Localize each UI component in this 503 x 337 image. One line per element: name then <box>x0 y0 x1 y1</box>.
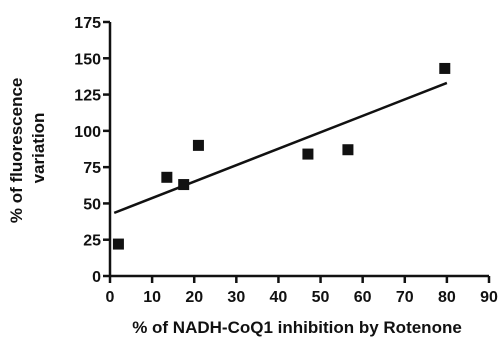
x-tick-label: 40 <box>270 289 288 306</box>
data-points <box>112 62 451 250</box>
y-tick-label: 25 <box>83 233 101 250</box>
data-point <box>161 171 173 183</box>
y-tick-label: 50 <box>83 196 101 213</box>
y-tick-label: 125 <box>74 88 101 105</box>
x-tick-label: 10 <box>143 289 161 306</box>
y-axis-title: % of fluorescence variation <box>7 73 48 223</box>
y-tick-label: 150 <box>74 51 101 68</box>
y-tick-label: 175 <box>74 15 101 32</box>
x-tick-label: 70 <box>396 289 414 306</box>
y-tick-label: 75 <box>83 160 101 177</box>
data-point <box>178 179 190 191</box>
y-tick-label: 100 <box>74 124 101 141</box>
x-tick-label: 90 <box>480 289 498 306</box>
data-point <box>302 148 314 160</box>
y-axis-title-line-2: variation <box>29 113 48 184</box>
data-point <box>192 139 204 151</box>
y-axis-ticks: 0 25 50 75 100 125 150 175 <box>74 15 110 286</box>
data-point <box>439 62 451 74</box>
x-axis-title: % of NADH-CoQ1 inhibition by Rotenone <box>132 318 462 337</box>
x-tick-label: 80 <box>438 289 456 306</box>
x-axis-ticks: 0 10 20 30 40 50 60 70 80 90 <box>106 276 498 306</box>
y-axis-title-line-1: % of fluorescence <box>7 78 26 224</box>
y-tick-label: 0 <box>92 269 101 286</box>
x-tick-label: 20 <box>185 289 203 306</box>
x-tick-label: 30 <box>227 289 245 306</box>
x-tick-label: 50 <box>312 289 330 306</box>
data-point <box>342 144 354 156</box>
data-point <box>112 238 124 250</box>
x-tick-label: 60 <box>354 289 372 306</box>
trend-line <box>113 81 448 215</box>
x-tick-label: 0 <box>106 289 115 306</box>
